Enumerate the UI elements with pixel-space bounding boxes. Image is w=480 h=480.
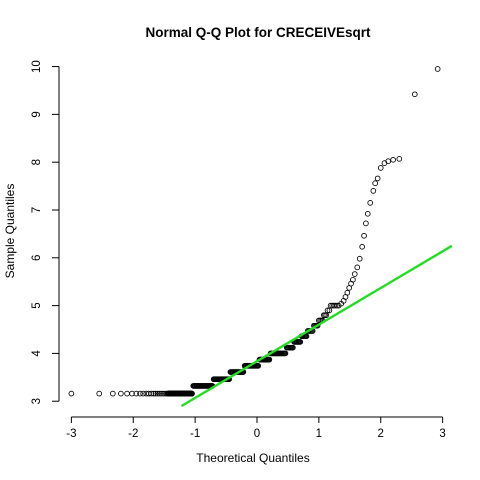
points-layer [68,66,441,397]
qq-point [354,264,361,271]
reference-line-layer [180,244,453,408]
x-tick-label: 1 [316,428,322,440]
x-tick-label: 0 [254,428,260,440]
y-tick-label: 6 [31,255,43,261]
x-tick-label: -2 [128,428,138,440]
qq-point [356,255,363,262]
x-tick-label: 3 [439,428,445,440]
qq-point [118,390,124,397]
qq-point [374,175,381,182]
chart-title: Normal Q-Q Plot for CRECEIVEsqrt [145,25,371,40]
qq-point [152,390,159,397]
qq-point [137,390,143,397]
qq-point [361,232,367,239]
qq-point [370,188,377,194]
qq-point [282,350,289,357]
qq-point [411,91,418,98]
qq-point [297,339,304,345]
qq-point [158,390,164,397]
x-axis-label: Theoretical Quantiles [196,451,309,465]
y-tick-label: 4 [31,350,43,357]
qq-point [351,271,358,277]
x-tick-label: -1 [190,428,200,440]
x-tick-label: -3 [66,428,76,440]
qq-point [156,390,163,397]
qq-point [367,199,374,206]
qq-point [364,210,371,217]
qq-point [350,276,356,283]
qq-point [344,289,351,296]
qq-point [129,390,135,397]
qq-reference-line [180,244,453,408]
qq-point [372,180,379,187]
qq-point [154,390,161,397]
qq-point [385,158,391,165]
qq-point [140,390,146,397]
x-tick-label: 2 [378,428,384,440]
y-tick-label: 7 [31,207,43,213]
qq-point [255,363,262,369]
qq-point [303,333,310,340]
qq-point [377,165,384,171]
qq-point [189,390,195,397]
qq-point [390,156,396,163]
y-tick-label: 5 [31,302,43,308]
y-tick-label: 8 [31,159,43,165]
qq-point [396,156,403,162]
qq-point [68,390,75,397]
qq-point [434,66,441,72]
y-tick-label: 3 [31,398,43,404]
qq-point [359,243,366,250]
ticks-layer: -3 -2 -1 0 1 2 3 3 4 5 6 7 8 9 10 [31,60,446,440]
qq-point [150,390,157,397]
qq-point [290,344,296,351]
qq-point [324,307,331,314]
qq-point [266,356,273,363]
qq-point [133,390,140,397]
qq-point [96,390,103,397]
y-tick-label: 9 [31,111,43,117]
y-axis-label: Sample Quantiles [3,184,17,279]
qq-point [363,220,369,227]
qq-point [110,390,116,397]
qq-point [148,390,155,397]
qq-point [332,302,339,309]
qq-point [124,390,130,397]
y-tick-label: 10 [31,60,43,73]
